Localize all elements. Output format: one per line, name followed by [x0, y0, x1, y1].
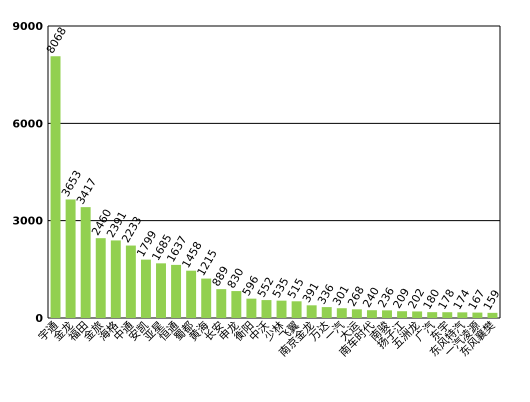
bar	[291, 301, 302, 318]
y-tick-label: 9000	[12, 20, 43, 33]
y-tick-label: 6000	[12, 117, 43, 130]
bar	[427, 312, 438, 318]
y-tick-label: 3000	[12, 215, 43, 228]
bar	[321, 307, 332, 318]
bar	[125, 245, 136, 318]
bar	[336, 308, 347, 318]
bar	[80, 207, 91, 318]
data-label: 159	[481, 288, 503, 313]
bar	[156, 263, 166, 318]
bar	[110, 240, 121, 318]
bar	[366, 310, 377, 318]
bar	[397, 311, 408, 318]
bar	[50, 56, 61, 319]
bar	[140, 259, 151, 318]
bar	[65, 199, 76, 318]
bar	[201, 278, 212, 318]
bar	[382, 310, 392, 318]
bar	[457, 312, 468, 318]
bar	[351, 309, 362, 318]
bar	[276, 300, 287, 318]
bar	[472, 312, 483, 318]
bar	[261, 300, 272, 318]
bar	[487, 312, 498, 318]
bar	[231, 291, 242, 318]
y-tick-label: 0	[35, 312, 43, 325]
bar	[171, 264, 182, 318]
bar	[95, 238, 106, 318]
bar	[216, 289, 227, 318]
bar	[246, 298, 257, 318]
bar	[186, 270, 197, 318]
bar	[412, 311, 423, 318]
bar	[442, 312, 453, 318]
bar	[306, 305, 317, 318]
